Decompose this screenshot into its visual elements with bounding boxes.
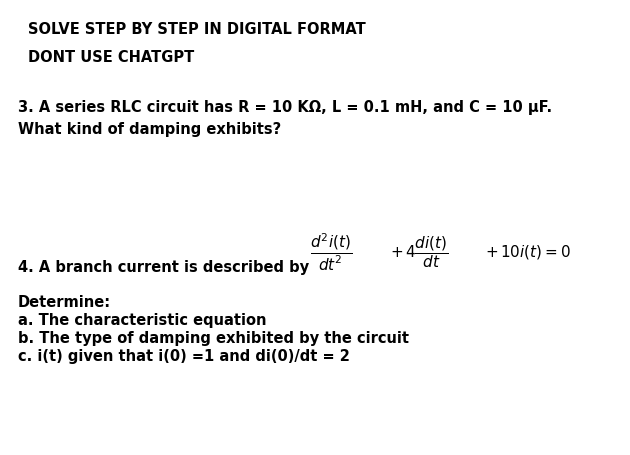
Text: SOLVE STEP BY STEP IN DIGITAL FORMAT: SOLVE STEP BY STEP IN DIGITAL FORMAT [28, 22, 366, 37]
Text: b. The type of damping exhibited by the circuit: b. The type of damping exhibited by the … [18, 331, 409, 346]
Text: a. The characteristic equation: a. The characteristic equation [18, 313, 266, 328]
Text: $+\,10i(t) = 0$: $+\,10i(t) = 0$ [485, 243, 571, 261]
Text: DONT USE CHATGPT: DONT USE CHATGPT [28, 50, 194, 65]
Text: c. i(t) given that i(0) =1 and di(0)/dt = 2: c. i(t) given that i(0) =1 and di(0)/dt … [18, 349, 350, 364]
Text: $+\,4\dfrac{di(t)}{dt}$: $+\,4\dfrac{di(t)}{dt}$ [390, 234, 449, 270]
Text: $\dfrac{d^2i(t)}{dt^2}$: $\dfrac{d^2i(t)}{dt^2}$ [310, 232, 352, 273]
Text: What kind of damping exhibits?: What kind of damping exhibits? [18, 122, 281, 137]
Text: 4. A branch current is described by: 4. A branch current is described by [18, 260, 309, 275]
Text: 3. A series RLC circuit has R = 10 KΩ, L = 0.1 mH, and C = 10 μF.: 3. A series RLC circuit has R = 10 KΩ, L… [18, 100, 552, 115]
Text: Determine:: Determine: [18, 295, 111, 310]
